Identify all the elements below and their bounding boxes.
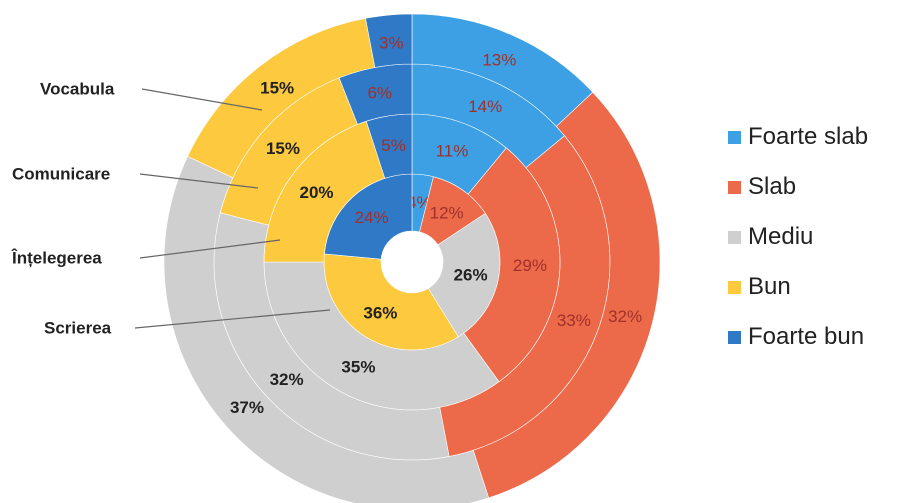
legend-item-mediu: Mediu	[728, 212, 868, 262]
donut-rings: 4%12%26%36%24%11%29%35%20%5%14%33%32%15%…	[163, 13, 661, 503]
legend-item-foarte-slab: Foarte slab	[728, 112, 868, 162]
legend-swatch-foarte-slab	[728, 130, 741, 144]
legend: Foarte slab Slab Mediu Bun Foarte bun	[728, 112, 868, 362]
data-label-scrierea-foarte-bun: 24%	[355, 208, 389, 227]
leader-line-vocabula	[141, 88, 263, 111]
ring-labels: Scrierea Înțelegerea Comunicare Vocabula	[11, 80, 331, 338]
data-label-vocabula-bun: 15%	[260, 79, 294, 98]
leader-line-comunicare	[139, 173, 259, 189]
legend-item-bun: Bun	[728, 262, 868, 312]
data-label-intelegerea-mediu: 35%	[341, 358, 375, 377]
leader-line-intelegerea	[139, 239, 281, 259]
data-label-comunicare-foarte-bun: 6%	[367, 84, 392, 103]
data-label-scrierea-slab: 12%	[430, 204, 464, 223]
legend-label-foarte-bun: Foarte bun	[748, 323, 865, 350]
legend-item-slab: Slab	[728, 162, 868, 212]
slice-vocabula-mediu	[163, 156, 490, 503]
ring-label-scrierea: Scrierea	[44, 319, 112, 338]
ring-label-vocabula: Vocabula	[40, 80, 115, 99]
data-label-intelegerea-bun: 20%	[300, 183, 334, 202]
data-label-vocabula-slab: 32%	[608, 307, 642, 326]
legend-swatch-bun	[728, 280, 741, 294]
data-label-comunicare-bun: 15%	[266, 139, 300, 158]
data-label-scrierea-bun: 36%	[363, 304, 397, 323]
ring-label-intelegerea: Înțelegerea	[11, 249, 102, 268]
legend-label-bun: Bun	[748, 273, 791, 300]
data-label-comunicare-foarte-slab: 14%	[468, 97, 502, 116]
data-label-intelegerea-foarte-bun: 5%	[381, 136, 406, 155]
legend-swatch-slab	[728, 180, 741, 194]
data-label-vocabula-mediu: 37%	[230, 398, 264, 417]
slice-vocabula-slab	[472, 91, 661, 499]
legend-label-slab: Slab	[748, 173, 797, 200]
legend-swatch-mediu	[728, 230, 741, 244]
data-label-comunicare-mediu: 32%	[270, 370, 304, 389]
data-label-intelegerea-slab: 29%	[513, 256, 547, 275]
legend-item-foarte-bun: Foarte bun	[728, 312, 868, 362]
leader-line-scrierea	[134, 309, 331, 329]
legend-swatch-foarte-bun	[728, 330, 741, 344]
data-label-scrierea-mediu: 26%	[454, 265, 488, 284]
data-label-comunicare-slab: 33%	[557, 311, 591, 330]
legend-label-foarte-slab: Foarte slab	[748, 123, 869, 150]
legend-label-mediu: Mediu	[748, 223, 814, 250]
data-label-vocabula-foarte-bun: 3%	[379, 33, 404, 52]
slice-vocabula-foarte-bun	[365, 13, 413, 68]
ring-label-comunicare: Comunicare	[12, 165, 110, 184]
data-label-vocabula-foarte-slab: 13%	[482, 51, 516, 70]
data-label-intelegerea-foarte-slab: 11%	[436, 141, 469, 160]
